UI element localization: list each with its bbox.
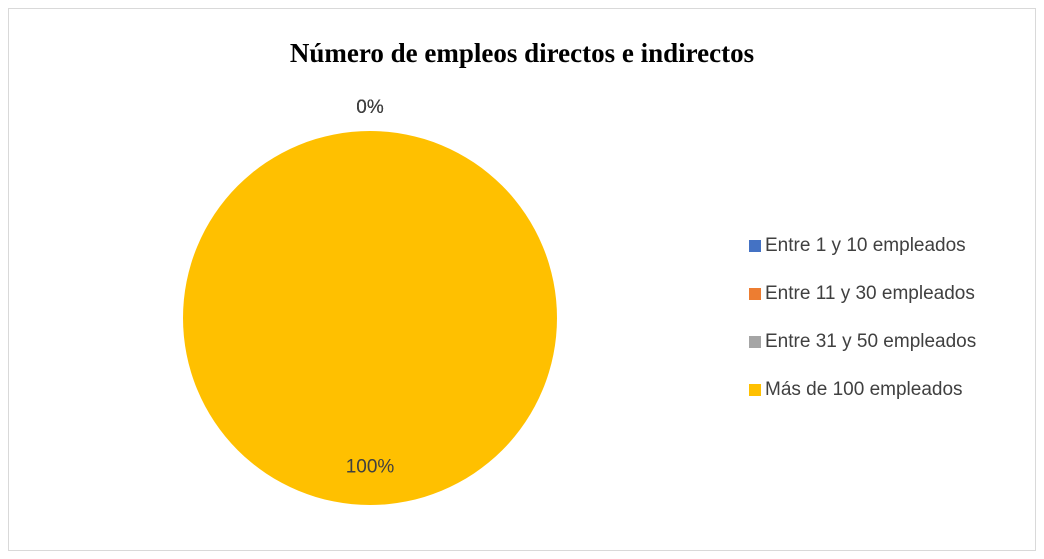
legend-label: Más de 100 empleados (765, 379, 963, 400)
legend-label: Entre 31 y 50 empleados (765, 331, 976, 352)
pie-slice (183, 131, 557, 505)
data-label: 0% (356, 97, 384, 118)
legend-swatch (749, 336, 761, 348)
data-label: 100% (346, 457, 395, 478)
chart-title: Número de empleos directos e indirectos (290, 38, 754, 68)
legend-label: Entre 1 y 10 empleados (765, 235, 966, 256)
data-label: 0% (356, 97, 384, 118)
legend-swatch (749, 288, 761, 300)
legend-swatch (749, 384, 761, 396)
data-label: 0% (356, 97, 384, 118)
legend-label: Entre 11 y 30 empleados (765, 283, 975, 304)
legend-swatch (749, 240, 761, 252)
